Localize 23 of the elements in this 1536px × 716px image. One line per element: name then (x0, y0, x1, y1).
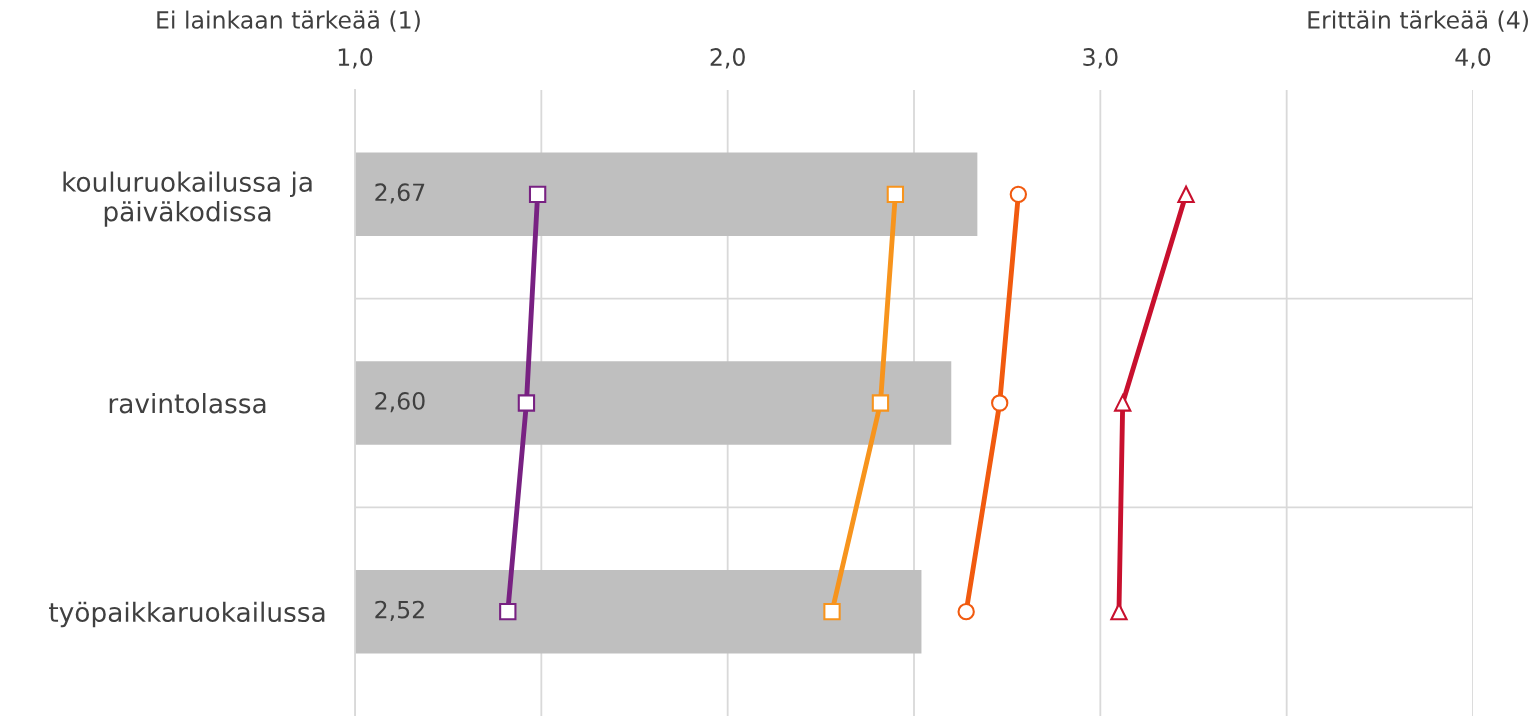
data-label: 2,52 (375, 600, 424, 621)
text: Ei lainkaan tärkeää (1) (157, 10, 420, 32)
point (1009, 185, 1028, 204)
data-label: 2,60 (375, 391, 425, 413)
point (499, 602, 517, 621)
point (1177, 185, 1195, 204)
point (528, 185, 547, 204)
y-tick-label: kouluruokailussa ja päiväkodissa (63, 171, 312, 227)
point (871, 394, 890, 412)
point (957, 602, 975, 621)
y-tick-label: työpaikkaruokailussa (49, 601, 325, 628)
x-tick-label: 1,0 (338, 48, 373, 69)
x-tick-label: 2,0 (710, 48, 745, 69)
point (886, 185, 905, 204)
x-tick-label: 3,0 (1083, 48, 1118, 69)
point (1114, 394, 1132, 412)
y-tick-label: ravintolassa (109, 392, 266, 414)
point (991, 394, 1009, 412)
text: Erittäin tärkeää (4) (1308, 10, 1528, 32)
point (823, 602, 841, 621)
point (517, 394, 536, 412)
x-tick-label: 4,0 (1455, 48, 1491, 69)
data-label: 2,67 (375, 183, 425, 204)
